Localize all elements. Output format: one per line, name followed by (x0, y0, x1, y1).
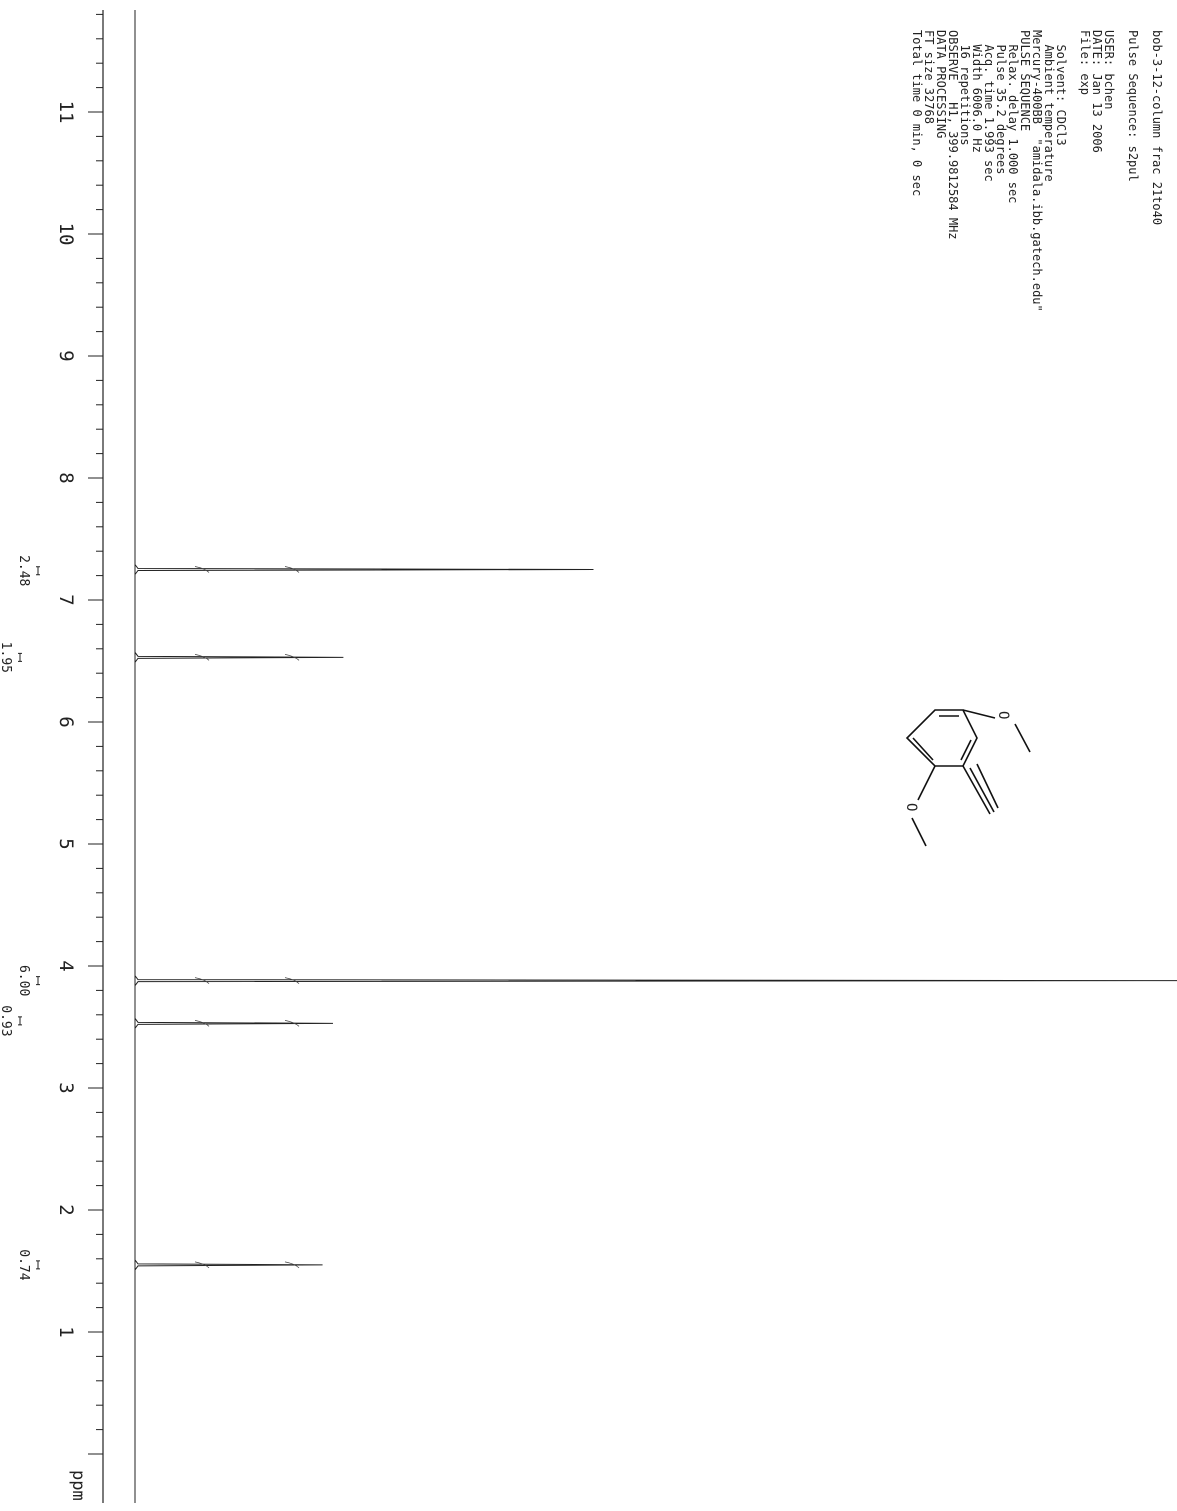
satellite-wiggle (284, 977, 300, 984)
satellite-wiggle (194, 566, 210, 573)
integral-mark (36, 976, 40, 986)
tick-label: 1 (55, 1326, 77, 1337)
satellite-wiggle (194, 1261, 210, 1269)
axis-tick-labels: 11 10 9 8 7 6 5 4 3 2 1 (55, 101, 77, 1338)
methoxy-bond (917, 765, 936, 801)
axis-ticks (88, 13, 103, 1455)
spectrum-peak (134, 1259, 323, 1271)
spectrum-peaks (134, 564, 1177, 1271)
alkyne-bond (969, 767, 995, 813)
spectrum-peak (134, 1018, 333, 1029)
aromatic-double-bond (912, 737, 934, 761)
spectrum-peak (134, 652, 344, 663)
satellite-wiggle (284, 653, 300, 661)
satellite-wiggle (194, 653, 210, 661)
aromatic-double-bond (960, 739, 972, 761)
atom-label-oxygen: O (903, 803, 919, 811)
tick-label: 9 (55, 350, 77, 361)
integral-labels: 2.48 1.95 6.000.93 0.74 (0, 555, 40, 1281)
spectrum-peak (134, 564, 594, 575)
tick-label: 6 (55, 716, 77, 727)
tick-label: 3 (55, 1082, 77, 1093)
tick-label: 7 (55, 594, 77, 605)
integral-label: 2.48 (16, 555, 40, 586)
integral-mark (18, 652, 22, 662)
integral-value: 0.93 (0, 1005, 13, 1036)
spectrum-peak (134, 975, 1177, 986)
tick-label: 10 (55, 223, 77, 246)
satellite-wiggle (284, 566, 300, 573)
alkyne-bond (962, 765, 991, 815)
integral-label: 0.74 (16, 1249, 40, 1281)
satellite-wiggle (284, 1261, 300, 1269)
molecule-structure (905, 709, 1031, 847)
integral-value: 6.00 (16, 965, 31, 996)
integral-mark (18, 1016, 22, 1026)
integral-mark (36, 1260, 40, 1270)
alkyne-bond (976, 763, 999, 809)
methoxy-bond (1014, 723, 1031, 753)
tick-label: 8 (55, 472, 77, 483)
integral-label: 1.95 (0, 642, 22, 673)
tick-label: 2 (55, 1204, 77, 1215)
integral-value: 2.48 (16, 555, 31, 586)
satellite-wiggle (194, 1019, 210, 1027)
benzene-ring (905, 709, 978, 767)
tick-label: 5 (55, 838, 77, 849)
satellite-wiggle (284, 1019, 300, 1027)
satellite-wiggle (194, 977, 210, 984)
integral-label: 0.93 (0, 1005, 22, 1037)
x-axis-label: ppm (68, 1470, 88, 1501)
integral-mark (36, 566, 40, 576)
methoxy-bond (911, 817, 927, 847)
methoxy-bond (962, 709, 996, 719)
tick-label: 4 (55, 960, 77, 971)
tick-label: 11 (55, 101, 77, 124)
atom-label-oxygen: O (995, 711, 1011, 719)
integral-value: 0.74 (16, 1249, 31, 1280)
integral-value: 1.95 (0, 642, 13, 673)
integral-label: 6.00 (16, 965, 40, 996)
